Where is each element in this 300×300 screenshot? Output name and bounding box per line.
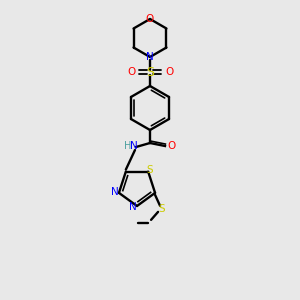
Text: N: N — [146, 52, 154, 62]
Text: S: S — [159, 204, 165, 214]
Text: O: O — [167, 141, 175, 151]
Text: S: S — [146, 65, 154, 79]
Text: N: N — [130, 141, 138, 151]
Text: N: N — [129, 202, 137, 212]
Text: N: N — [111, 187, 119, 197]
Text: H: H — [124, 141, 132, 151]
Text: O: O — [146, 14, 154, 24]
Text: O: O — [127, 67, 135, 77]
Text: S: S — [147, 165, 154, 175]
Text: O: O — [165, 67, 173, 77]
